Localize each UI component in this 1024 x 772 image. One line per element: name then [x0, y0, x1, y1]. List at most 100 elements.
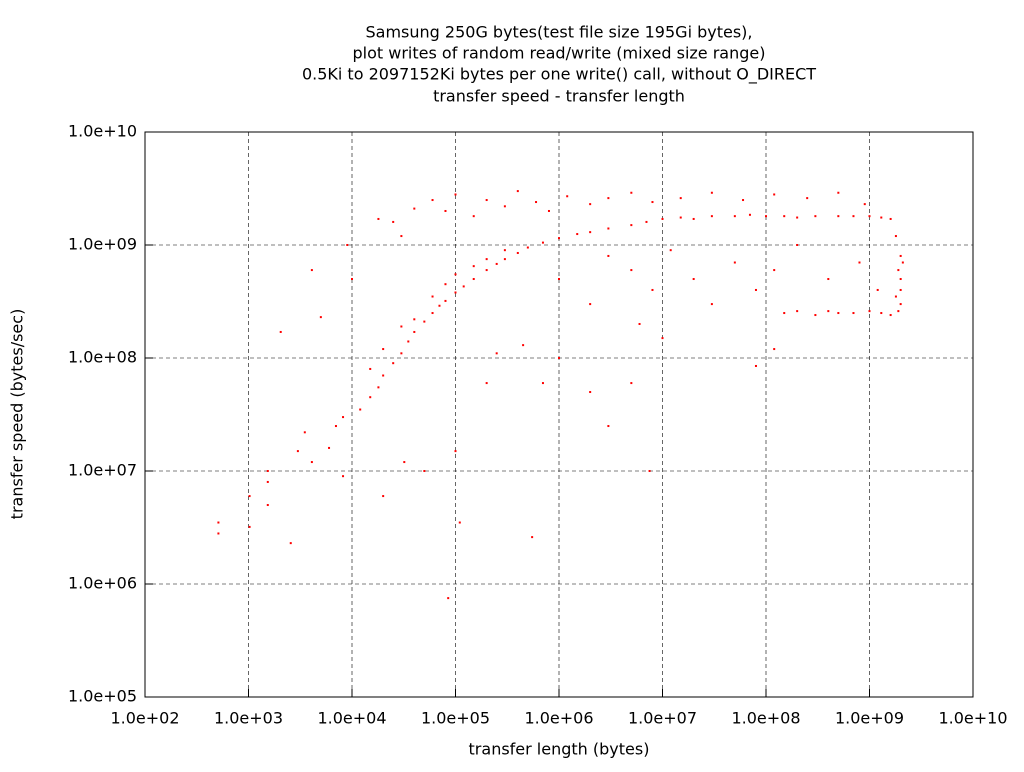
- point: [472, 215, 475, 218]
- point: [661, 217, 664, 220]
- point: [319, 316, 322, 319]
- point: [431, 199, 434, 202]
- point: [444, 283, 447, 286]
- point: [377, 217, 380, 220]
- point: [547, 209, 550, 212]
- point: [814, 314, 817, 317]
- point: [754, 364, 757, 367]
- point: [589, 391, 592, 394]
- point: [522, 344, 525, 347]
- point: [495, 262, 498, 265]
- point: [868, 215, 871, 218]
- point: [407, 340, 410, 343]
- point: [889, 217, 892, 220]
- point: [535, 201, 538, 204]
- point: [679, 216, 682, 219]
- x-tick-label: 1.0e+08: [731, 709, 800, 728]
- point: [400, 352, 403, 355]
- point: [576, 233, 579, 236]
- point: [248, 495, 251, 498]
- point: [710, 215, 713, 218]
- point: [541, 241, 544, 244]
- point: [661, 337, 664, 340]
- y-tick-label: 1.0e+07: [68, 461, 137, 480]
- point: [403, 461, 406, 464]
- plot-frame: [144, 131, 974, 698]
- chart-title: Samsung 250G bytes(test file size 195Gi …: [366, 23, 753, 42]
- point: [310, 461, 313, 464]
- point: [359, 408, 362, 411]
- point: [369, 367, 372, 370]
- point: [400, 325, 403, 328]
- point: [651, 201, 654, 204]
- point: [558, 357, 560, 359]
- point: [485, 199, 488, 202]
- point: [531, 536, 534, 539]
- point: [630, 224, 633, 227]
- point: [852, 215, 855, 218]
- point: [369, 396, 372, 399]
- point: [382, 495, 385, 498]
- point: [454, 273, 457, 276]
- point: [710, 191, 713, 194]
- point: [589, 203, 592, 206]
- point: [806, 197, 809, 200]
- point: [607, 425, 610, 428]
- point: [392, 220, 395, 223]
- point: [342, 475, 345, 478]
- point: [351, 278, 353, 281]
- point: [837, 191, 840, 194]
- point: [516, 251, 519, 254]
- point: [742, 199, 745, 202]
- point: [392, 362, 395, 365]
- point: [783, 215, 786, 218]
- y-axis-label: transfer speed (bytes/sec): [8, 309, 27, 520]
- point: [495, 352, 498, 355]
- x-tick-label: 1.0e+07: [628, 709, 697, 728]
- point: [377, 386, 380, 389]
- point: [310, 269, 313, 272]
- chart-title: transfer speed - transfer length: [433, 87, 685, 106]
- point: [589, 231, 592, 234]
- x-tick-label: 1.0e+05: [421, 709, 490, 728]
- point: [423, 320, 426, 323]
- point: [444, 299, 447, 302]
- point: [899, 278, 902, 281]
- point: [303, 431, 306, 434]
- point: [897, 269, 900, 272]
- y-tick-label: 1.0e+06: [68, 574, 137, 593]
- point: [454, 193, 457, 196]
- point: [382, 374, 385, 377]
- point: [485, 258, 488, 261]
- point: [217, 532, 220, 535]
- point: [858, 261, 861, 264]
- point: [733, 261, 736, 264]
- point: [526, 246, 529, 249]
- point: [289, 542, 292, 545]
- point: [710, 303, 713, 306]
- point: [266, 480, 269, 483]
- point: [692, 278, 695, 281]
- point: [296, 450, 299, 453]
- point: [669, 249, 672, 252]
- point: [541, 382, 544, 385]
- point: [431, 312, 434, 315]
- y-tick-label: 1.0e+08: [68, 348, 137, 367]
- x-tick-label: 1.0e+06: [524, 709, 593, 728]
- point: [648, 470, 651, 472]
- point: [897, 310, 900, 313]
- x-tick-label: 1.0e+10: [938, 709, 1007, 728]
- point: [413, 318, 416, 321]
- point: [765, 215, 767, 218]
- point: [607, 254, 610, 257]
- point: [346, 244, 349, 246]
- point: [679, 197, 682, 200]
- x-tick-label: 1.0e+02: [110, 709, 179, 728]
- point: [607, 197, 610, 200]
- point: [431, 295, 434, 298]
- point: [266, 504, 269, 507]
- point: [454, 450, 457, 453]
- point: [630, 382, 633, 385]
- point: [279, 330, 282, 333]
